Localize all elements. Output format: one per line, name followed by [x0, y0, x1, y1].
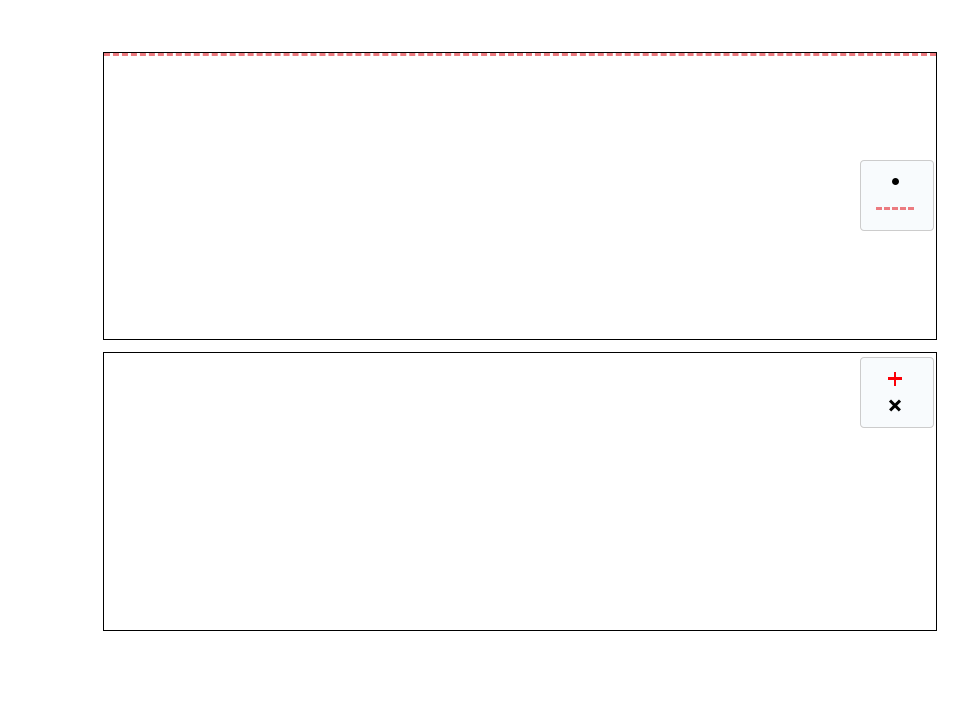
dashed-line-icon — [872, 199, 918, 219]
legend-item-matched-stars — [872, 365, 922, 392]
bottom-panel-legend — [860, 357, 934, 428]
threshold-line — [104, 53, 936, 56]
top-panel-legend — [860, 160, 934, 231]
plus-marker-icon — [872, 369, 918, 389]
legend-item-measurements — [872, 168, 922, 195]
dot-marker-icon — [872, 172, 918, 192]
top-panel-axes — [103, 52, 937, 340]
top-panel-plot-area — [104, 53, 936, 339]
cross-marker-icon — [872, 396, 918, 416]
bottom-panel-axes — [103, 352, 937, 631]
legend-item-threshold — [872, 195, 922, 222]
legend-item-predicted-stars — [872, 392, 922, 419]
bottom-panel-plot-area — [104, 353, 936, 630]
